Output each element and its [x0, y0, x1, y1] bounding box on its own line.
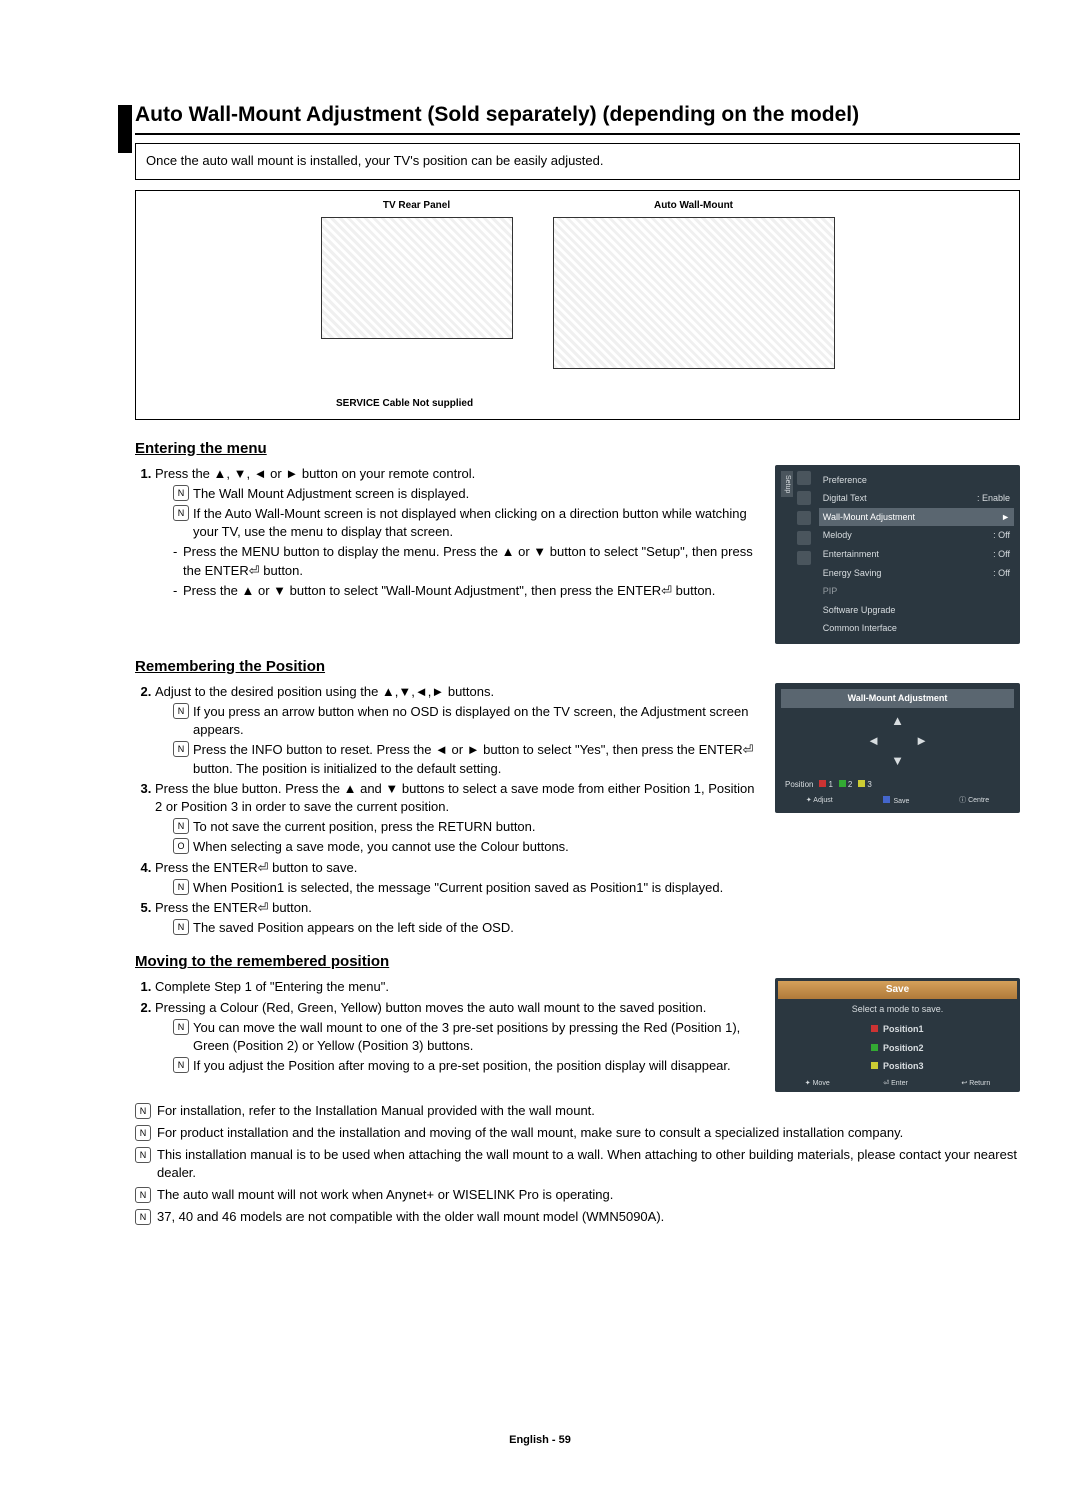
section1-heading: Entering the menu: [135, 438, 1020, 459]
bottom-note: This installation manual is to be used w…: [135, 1146, 1020, 1182]
s1-step1-text: Press the ▲, ▼, ◄ or ► button on your re…: [155, 466, 475, 481]
s2-step5-text: Press the ENTER⏎ button.: [155, 900, 312, 915]
s1-note2: If the Auto Wall-Mount screen is not dis…: [173, 505, 759, 541]
auto-wall-mount-label: Auto Wall-Mount: [654, 199, 733, 213]
osd-sidebar-icons: [797, 471, 815, 638]
osd3-f1: Move: [813, 1080, 830, 1087]
osd1-item: Preference: [819, 471, 1014, 490]
s2-note2b: Press the INFO button to reset. Press th…: [173, 741, 759, 777]
osd1-item: Digital Text: Enable: [819, 489, 1014, 508]
osd2-pos1: 1: [828, 780, 832, 789]
osd3-title: Save: [778, 981, 1017, 999]
osd3-option: Position1: [778, 1020, 1017, 1039]
side-tab: [118, 105, 132, 153]
osd1-item: Software Upgrade: [819, 601, 1014, 620]
s2-step2-text: Adjust to the desired position using the…: [155, 684, 494, 699]
service-cable-label: SERVICE Cable Not supplied: [336, 397, 473, 411]
s3-step2: Pressing a Colour (Red, Green, Yellow) b…: [155, 999, 759, 1076]
auto-wall-mount-diagram: [553, 217, 835, 369]
osd2-f3: Centre: [968, 797, 989, 804]
s3-note2b: If you adjust the Position after moving …: [173, 1057, 759, 1075]
osd3-subtitle: Select a mode to save.: [778, 999, 1017, 1020]
osd2-pos2: 2: [848, 780, 852, 789]
osd3-option: Position3: [778, 1057, 1017, 1076]
s3-step1-text: Complete Step 1 of "Entering the menu".: [155, 979, 389, 994]
s2-step2: Adjust to the desired position using the…: [155, 683, 759, 778]
s3-note2a: You can move the wall mount to one of th…: [173, 1019, 759, 1055]
s2-note4: When Position1 is selected, the message …: [173, 879, 759, 897]
osd2-title: Wall-Mount Adjustment: [781, 689, 1014, 708]
s1-note1: The Wall Mount Adjustment screen is disp…: [173, 485, 759, 503]
osd1-item: Energy Saving: Off: [819, 564, 1014, 583]
tv-rear-panel-label: TV Rear Panel: [383, 199, 450, 213]
s1-sub2: Press the ▲ or ▼ button to select "Wall-…: [173, 582, 759, 600]
section3-heading: Moving to the remembered position: [135, 951, 1020, 972]
s1-sub1: Press the MENU button to display the men…: [173, 543, 759, 579]
osd1-item: Entertainment: Off: [819, 545, 1014, 564]
s2-note5: The saved Position appears on the left s…: [173, 919, 759, 937]
s2-note3a: To not save the current position, press …: [173, 818, 759, 836]
osd2-arrow-pad: ▲ ◄► ▼: [781, 712, 1014, 772]
s2-step3: Press the blue button. Press the ▲ and ▼…: [155, 780, 759, 857]
tv-rear-panel-diagram: [321, 217, 513, 339]
osd1-item: PIP: [819, 582, 1014, 601]
osd1-item: Common Interface: [819, 619, 1014, 638]
osd2-f2: Save: [893, 798, 909, 805]
osd2-f1: Adjust: [813, 797, 832, 804]
osd1-item: Melody: Off: [819, 526, 1014, 545]
osd-setup-menu: Setup PreferenceDigital Text: EnableWall…: [775, 465, 1020, 644]
s2-note3b: When selecting a save mode, you cannot u…: [173, 838, 759, 856]
s3-step2-text: Pressing a Colour (Red, Green, Yellow) b…: [155, 1000, 706, 1015]
osd-wall-mount-adjust: Wall-Mount Adjustment ▲ ◄► ▼ Position 1 …: [775, 683, 1020, 813]
osd1-item: Wall-Mount Adjustment►: [819, 508, 1014, 527]
osd-setup-label: Setup: [781, 471, 793, 497]
bottom-note: 37, 40 and 46 models are not compatible …: [135, 1208, 1020, 1226]
s2-step4-text: Press the ENTER⏎ button to save.: [155, 860, 357, 875]
osd2-pos3: 3: [867, 780, 871, 789]
page-footer: English - 59: [0, 1433, 1080, 1448]
osd3-f2: Enter: [891, 1080, 908, 1087]
section2-heading: Remembering the Position: [135, 656, 1020, 677]
intro-box: Once the auto wall mount is installed, y…: [135, 143, 1020, 179]
bottom-note: For product installation and the install…: [135, 1124, 1020, 1142]
osd2-position-label: Position: [785, 779, 813, 790]
diagram-area: TV Rear Panel Auto Wall-Mount SERVICE Ca…: [135, 190, 1020, 420]
s2-step3-text: Press the blue button. Press the ▲ and ▼…: [155, 781, 755, 814]
s2-step5: Press the ENTER⏎ button. The saved Posit…: [155, 899, 759, 937]
bottom-note: For installation, refer to the Installat…: [135, 1102, 1020, 1120]
bottom-note: The auto wall mount will not work when A…: [135, 1186, 1020, 1204]
s3-step1: Complete Step 1 of "Entering the menu".: [155, 978, 759, 996]
s1-step1: Press the ▲, ▼, ◄ or ► button on your re…: [155, 465, 759, 600]
s2-note2a: If you press an arrow button when no OSD…: [173, 703, 759, 739]
page-title: Auto Wall-Mount Adjustment (Sold separat…: [135, 100, 1020, 135]
osd3-f3: Return: [969, 1080, 990, 1087]
bottom-notes: For installation, refer to the Installat…: [135, 1102, 1020, 1227]
osd-save-mode: Save Select a mode to save. Position1 Po…: [775, 978, 1020, 1091]
s2-step4: Press the ENTER⏎ button to save. When Po…: [155, 859, 759, 897]
osd3-option: Position2: [778, 1039, 1017, 1058]
